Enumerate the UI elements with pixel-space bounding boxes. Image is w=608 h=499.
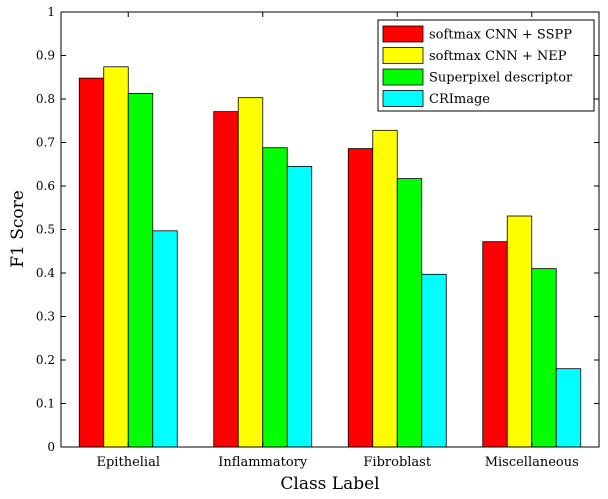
bar-2-1 — [262, 147, 288, 448]
y-tick-label-5: 0.5 — [36, 223, 55, 237]
y-tick-label-6: 0.6 — [36, 179, 55, 193]
y-axis-label: F1 Score — [8, 190, 28, 268]
bar-3-0 — [152, 230, 178, 448]
plot-frame — [60, 11, 600, 448]
y-tick-label-0: 0 — [47, 440, 55, 454]
bar-0-2 — [347, 148, 374, 448]
y-tick-label-2: 0.2 — [36, 353, 55, 367]
legend-swatch-3 — [382, 90, 424, 107]
legend-label-2: Superpixel descriptor — [429, 71, 573, 86]
legend-label-3: CRImage — [429, 92, 490, 107]
bar-1-3 — [506, 215, 533, 448]
legend-swatch-1 — [382, 47, 424, 64]
y-tick-label-3: 0.3 — [36, 310, 55, 324]
bar-1-2 — [372, 129, 398, 448]
x-tick-label-2: Fibroblast — [363, 455, 431, 470]
bar-2-3 — [531, 268, 557, 448]
bar-3-1 — [286, 166, 313, 448]
x-tick-label-0: Epithelial — [97, 455, 160, 470]
bar-1-0 — [103, 66, 129, 448]
bar-2-0 — [127, 92, 154, 448]
x-axis-label: Class Label — [280, 474, 379, 494]
bar-0-3 — [482, 241, 508, 448]
x-tick-label-1: Inflammatory — [218, 455, 308, 470]
bar-0-0 — [78, 77, 105, 448]
ticks-layer: 0 0.1 0.2 0.3 0.4 0.5 0.6 0.7 0.8 0.9 1 Epithelial I… — [36, 5, 599, 470]
bar-1-1 — [237, 97, 264, 448]
y-tick-label-10: 1 — [47, 5, 55, 19]
legend-swatch-2 — [382, 68, 424, 86]
bar-0-1 — [213, 111, 239, 448]
bars-layer — [78, 66, 582, 448]
y-tick-label-7: 0.7 — [36, 136, 55, 150]
legend-label-0: softmax CNN + SSPP — [429, 28, 572, 43]
legend-label-1: softmax CNN + NEP — [429, 49, 567, 64]
y-tick-label-1: 0.1 — [36, 397, 55, 411]
bar-3-3 — [555, 368, 582, 448]
bar-2-2 — [396, 178, 423, 448]
y-tick-label-8: 0.8 — [36, 92, 55, 106]
bar-3-2 — [421, 273, 447, 448]
y-tick-label-9: 0.9 — [36, 49, 55, 63]
y-tick-label-4: 0.4 — [36, 266, 55, 280]
legend-swatch-0 — [382, 25, 424, 43]
legend: softmax CNN + SSPP softmax CNN + NEP Super… — [377, 19, 595, 112]
x-tick-label-3: Miscellaneous — [485, 455, 579, 470]
